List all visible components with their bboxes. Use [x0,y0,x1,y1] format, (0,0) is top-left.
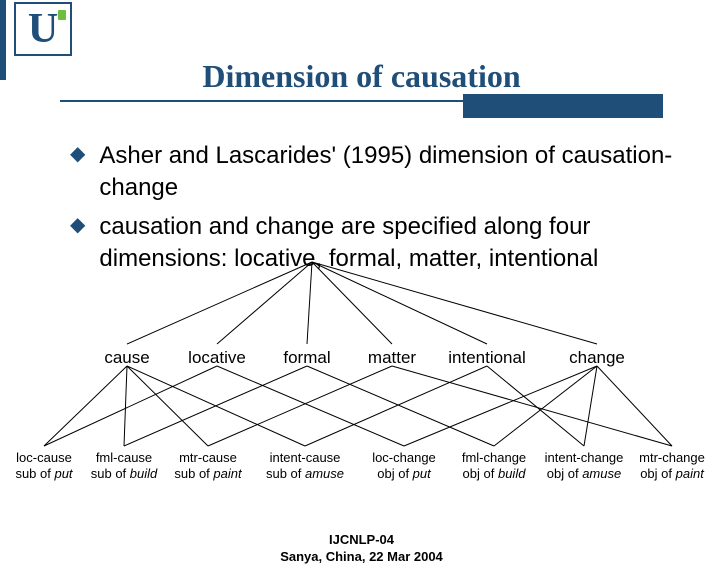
level2-label: loc-change [359,450,449,466]
level2-sub: obj of put [359,466,449,482]
level2-sub: obj of paint [627,466,717,482]
level2-column: mtr-changeobj of paint [627,450,717,483]
level2-column: fml-changeobj of build [449,450,539,483]
title-accent-box [463,94,663,118]
slide-title: Dimension of causation [0,58,723,95]
level2-sub: sub of paint [163,466,253,482]
level2-column: loc-causesub of put [0,450,89,483]
level1-label: intentional [442,348,532,368]
level1-label: cause [82,348,172,368]
level2-label: loc-cause [0,450,89,466]
bullet-item: ◆ Asher and Lascarides' (1995) dimension… [70,140,673,205]
level1-label: formal [262,348,352,368]
level2-sub: obj of amuse [539,466,629,482]
level2-label: intent-cause [260,450,350,466]
logo-dot [58,10,66,20]
level2-column: intent-changeobj of amuse [539,450,629,483]
level2-column: intent-causesub of amuse [260,450,350,483]
level1-label: matter [347,348,437,368]
level2-column: fml-causesub of build [79,450,169,483]
level2-sub: sub of amuse [260,466,350,482]
level2-label: mtr-cause [163,450,253,466]
level2-sub: obj of build [449,466,539,482]
level2-label: fml-change [449,450,539,466]
level2-column: loc-changeobj of put [359,450,449,483]
bullet-icon: ◆ [70,211,85,239]
level2-label: intent-change [539,450,629,466]
level2-sub: sub of build [79,466,169,482]
level2-label: mtr-change [627,450,717,466]
logo: U [14,2,72,56]
level2-column: mtr-causesub of paint [163,450,253,483]
tree-diagram: causelocativeformalmatterintentional chan… [12,258,711,498]
level2-sub: sub of put [0,466,89,482]
bullet-icon: ◆ [70,140,85,168]
bullet-text: Asher and Lascarides' (1995) dimension o… [99,140,673,205]
level1-label: change [552,348,642,368]
footer-line1: IJCNLP-04 [0,532,723,549]
footer-line2: Sanya, China, 22 Mar 2004 [0,549,723,566]
level2-label: fml-cause [79,450,169,466]
footer: IJCNLP-04 Sanya, China, 22 Mar 2004 [0,532,723,566]
logo-letter: U [28,5,58,53]
level1-label: locative [172,348,262,368]
